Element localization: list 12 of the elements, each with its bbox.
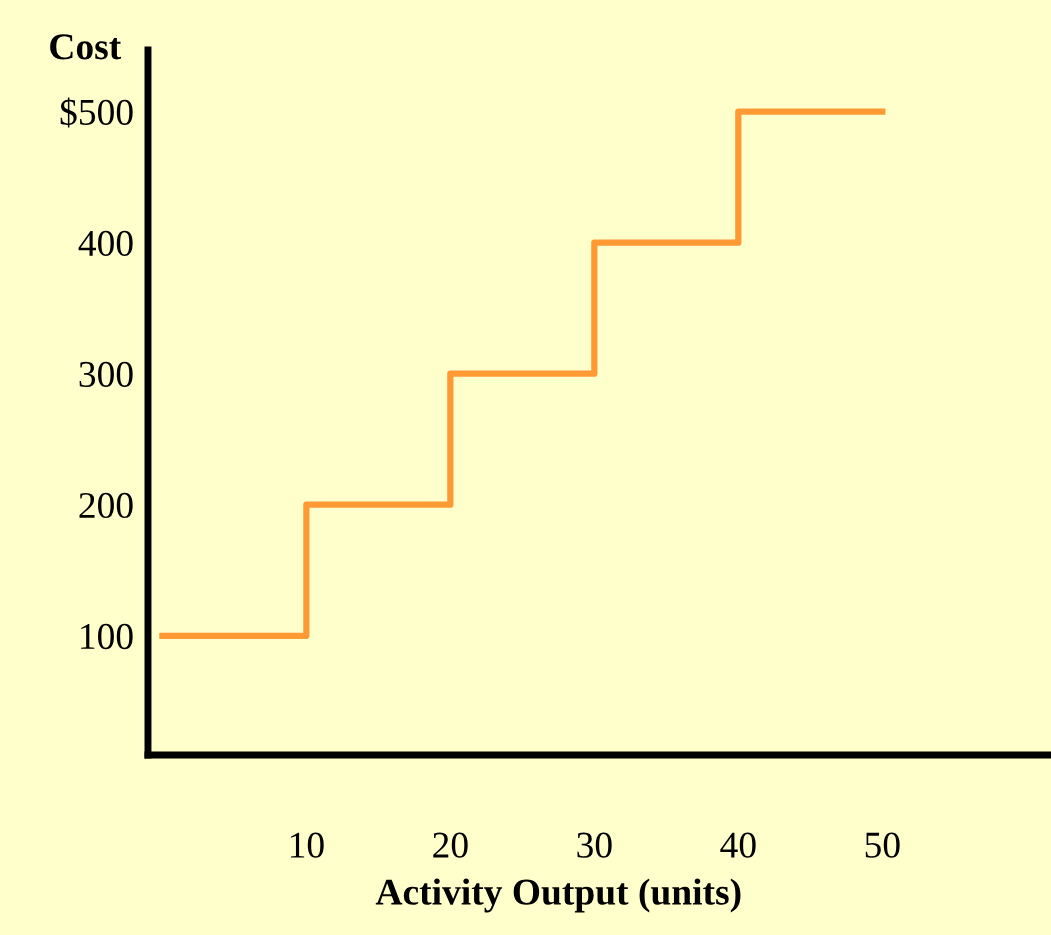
y-axis-title: Cost	[50, 34, 122, 60]
x-tick-label: 30	[577, 832, 612, 858]
x-axis-title: Activity Output (units)	[375, 878, 741, 913]
x-tick-label: 50	[865, 832, 900, 858]
y-tick-label: 100	[81, 623, 133, 650]
x-tick-label: 40	[720, 832, 756, 858]
y-tick-label: $500	[60, 97, 133, 128]
x-tick-label: 20	[433, 832, 468, 858]
y-tick-label: 200	[79, 492, 133, 519]
x-tick-label: 10	[290, 832, 324, 858]
y-tick-label: 400	[78, 230, 133, 257]
y-tick-label: 300	[79, 361, 133, 388]
